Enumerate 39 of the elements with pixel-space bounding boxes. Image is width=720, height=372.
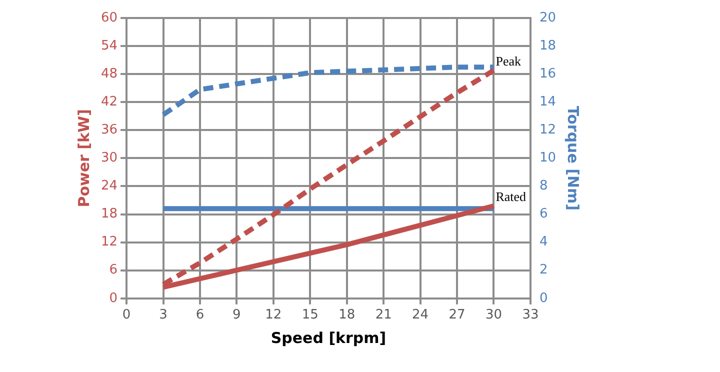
- x-tick-label: 21: [375, 308, 392, 323]
- annotation: Rated: [496, 188, 527, 204]
- y-tick-label: 42: [100, 94, 118, 110]
- y-tick-label: 24: [100, 178, 118, 194]
- y2-tick-label: 4: [539, 234, 548, 250]
- x-tick-label: 33: [522, 308, 539, 323]
- x-tick-label: 18: [338, 308, 356, 323]
- y-tick-label: 0: [109, 290, 118, 306]
- y-tick-label: 30: [100, 150, 118, 166]
- y2-tick-label: 8: [539, 178, 548, 194]
- y-tick-label: 54: [100, 38, 118, 54]
- x-tick-label: 12: [265, 308, 282, 323]
- y2-tick-label: 18: [539, 38, 556, 54]
- y2-tick-label: 2: [539, 262, 548, 278]
- y-tick-label: 18: [100, 206, 118, 222]
- annotation: Peak: [496, 53, 522, 68]
- x-tick-label: 30: [485, 308, 502, 323]
- x-tick-label: 9: [232, 308, 241, 323]
- x-axis-title: Speed [krpm]: [270, 328, 386, 347]
- x-tick-label: 0: [122, 308, 131, 323]
- x-tick-label: 27: [448, 308, 466, 323]
- y2-tick-label: 20: [539, 10, 556, 26]
- y2-axis-title: Torque [Nm]: [564, 106, 582, 211]
- y2-tick-label: 12: [539, 122, 556, 138]
- y2-tick-label: 6: [539, 206, 548, 222]
- y-tick-label: 6: [109, 262, 118, 278]
- x-tick-label: 15: [302, 308, 318, 323]
- y-tick-label: 12: [100, 234, 118, 250]
- y2-tick-label: 0: [539, 290, 548, 306]
- y2-tick-label: 14: [539, 94, 556, 110]
- x-tick-label: 6: [196, 308, 204, 323]
- x-tick-label: 24: [412, 308, 429, 323]
- y2-tick-label: 10: [539, 150, 556, 166]
- y2-tick-label: 16: [539, 66, 556, 82]
- y-tick-label: 60: [100, 10, 118, 26]
- y-axis-title: Power [kW]: [74, 109, 93, 208]
- y-tick-label: 36: [100, 122, 118, 138]
- y-tick-label: 48: [100, 66, 118, 82]
- x-tick-label: 3: [159, 308, 168, 323]
